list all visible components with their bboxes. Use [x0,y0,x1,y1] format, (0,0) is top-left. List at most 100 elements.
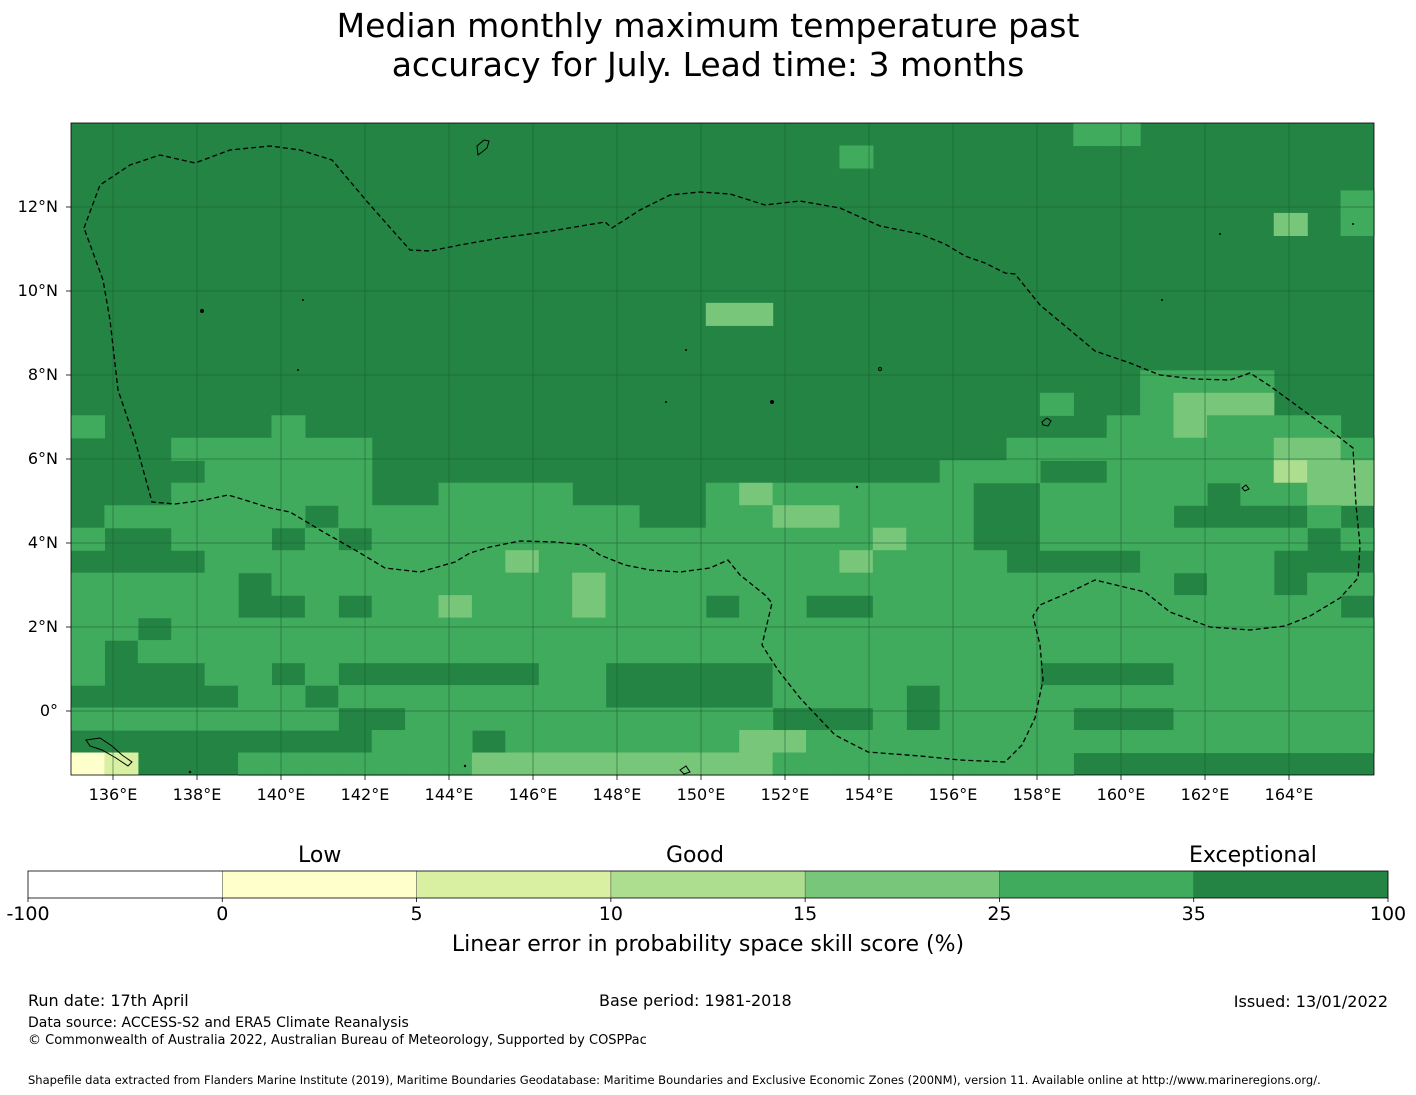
grid-cell [171,527,206,551]
grid-cell [572,662,607,686]
grid-cell [1140,685,1175,709]
grid-cell [1273,685,1308,709]
grid-cell [638,617,673,641]
grid-cell [1173,437,1208,461]
grid-cell [572,550,607,574]
lat-tick-label: 10°N [17,281,58,300]
grid-cell [739,527,774,551]
colorbar [27,870,1389,902]
grid-cell [438,640,473,664]
grid-cell [939,730,974,754]
grid-cell [1240,662,1275,686]
grid-cell [1039,752,1074,776]
island-kosrae [1241,484,1250,492]
grid-cell [1106,415,1141,439]
grid-cell [1006,437,1041,461]
grid-cell [1039,730,1074,754]
grid-cell [939,572,974,596]
grid-cell [171,617,206,641]
grid-cell [171,505,206,529]
grid-cell [973,662,1008,686]
grid-cell [338,550,373,574]
grid-cell [1273,482,1308,506]
title-line-1: Median monthly maximum temperature past [336,6,1080,45]
grid-cell [672,617,707,641]
grid-cell [872,640,907,664]
grid-cell [471,505,506,529]
grid-cell [739,617,774,641]
grid-cell [906,595,941,619]
grid-cell [1273,437,1308,461]
grid-cell [1173,640,1208,664]
grid-cell [204,482,239,506]
grid-cell [1273,662,1308,686]
lon-tick-label: 156°E [928,785,978,804]
grid-cell [1106,437,1141,461]
grid-cell [638,640,673,664]
grid-cell [1006,662,1041,686]
grid-cell [1240,572,1275,596]
grid-cell [1173,460,1208,484]
grid-cell [705,482,740,506]
grid-cell [672,527,707,551]
grid-cell [1273,640,1308,664]
grid-cell [438,617,473,641]
grid-cell [1140,550,1175,574]
grid-cell [538,685,573,709]
grid-cell [137,572,172,596]
grid-cell [471,685,506,709]
grid-cell [772,730,807,754]
grid-cell [204,505,239,529]
grid-cell [772,640,807,664]
island-dot [188,770,192,774]
grid-cell [906,505,941,529]
grid-cell [1206,572,1241,596]
grid-cell [1340,190,1375,214]
grid-cell [1140,460,1175,484]
grid-cell [1106,482,1141,506]
grid-cell [304,595,339,619]
grid-cell [1140,437,1175,461]
grid-cell [438,707,473,731]
grid-cell [538,617,573,641]
grid-cell [1273,730,1308,754]
grid-cell [538,595,573,619]
grid-cell [906,572,941,596]
grid-cell [772,662,807,686]
grid-cell [71,415,106,439]
grid-cell [538,572,573,596]
grid-cell [471,482,506,506]
grid-cell [572,505,607,529]
grid-cell [1173,527,1208,551]
grid-cell [538,752,573,776]
island-small-reef [679,765,691,775]
grid-cell [572,640,607,664]
grid-cell [939,527,974,551]
grid-cell [1173,730,1208,754]
colorbar-axis-label: Linear error in probability space skill … [451,932,965,957]
grid-cell [1073,527,1108,551]
grid-cell [1273,617,1308,641]
grid-cell [1240,707,1275,731]
grid-cell [1307,572,1342,596]
grid-cell [906,550,941,574]
grid-cell [1206,617,1241,641]
issued-date: Issued: 13/01/2022 [1233,992,1388,1011]
grid-cell [872,505,907,529]
grid-cell [806,527,841,551]
grid-cell [939,460,974,484]
grid-cell [505,505,540,529]
grid-cell [1240,482,1275,506]
grid-cell [839,617,874,641]
grid-cell [1206,437,1241,461]
grid-cell [572,707,607,731]
grid-cell [672,550,707,574]
colorbar-category-low: Low [298,843,342,868]
grid-cell [71,662,106,686]
colorbar-tick-label: 10 [598,903,623,925]
grid-cell [405,640,440,664]
grid-cell [906,617,941,641]
grid-cell [572,572,607,596]
grid-cell [872,730,907,754]
lon-tick-label: 138°E [172,785,222,804]
